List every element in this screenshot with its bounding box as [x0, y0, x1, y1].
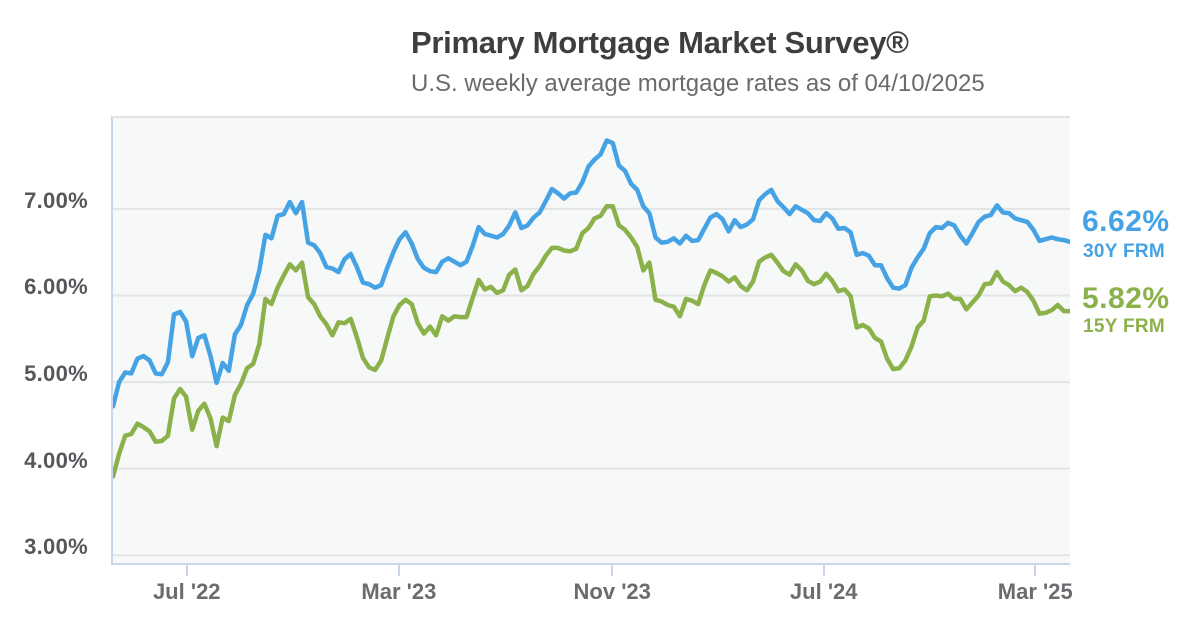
x-axis-tick — [611, 563, 614, 576]
chart-title: Primary Mortgage Market Survey® — [411, 25, 909, 60]
y-axis-label-6: 6.00% — [24, 274, 88, 300]
line-15y-frm — [113, 204, 1070, 479]
x-axis-label-nov23: Nov '23 — [573, 579, 651, 604]
rate-value-15y-frm: 5.82% — [1082, 282, 1170, 315]
chart-header: Primary Mortgage Market Survey® U.S. wee… — [411, 24, 1111, 98]
x-axis-tick — [822, 563, 825, 576]
y-axis-label-4: 4.00% — [24, 447, 88, 473]
x-axis-tick — [1034, 563, 1037, 576]
rate-label-15y-frm: 15Y FRM — [1083, 316, 1165, 337]
x-axis-label-jul22: Jul '22 — [152, 579, 221, 604]
plot-svg — [113, 138, 1070, 557]
x-axis-label-mar23: Mar '23 — [361, 579, 437, 604]
line-30y-frm — [113, 138, 1070, 409]
y-axis-label-5: 5.00% — [24, 361, 88, 387]
rate-value-30y-frm: 6.62% — [1082, 205, 1170, 238]
chart-subtitle: U.S. weekly average mortgage rates as of… — [411, 70, 985, 97]
plot-area — [111, 116, 1070, 565]
y-axis-label-3: 3.00% — [24, 534, 88, 560]
x-axis-tick — [185, 563, 188, 576]
rate-label-30y-frm: 30Y FRM — [1083, 241, 1165, 262]
x-axis-label-jul24: Jul '24 — [789, 579, 858, 604]
x-axis-label-mar25: Mar '25 — [997, 579, 1073, 604]
y-axis-label-7: 7.00% — [24, 187, 88, 213]
x-axis-tick — [397, 563, 400, 576]
